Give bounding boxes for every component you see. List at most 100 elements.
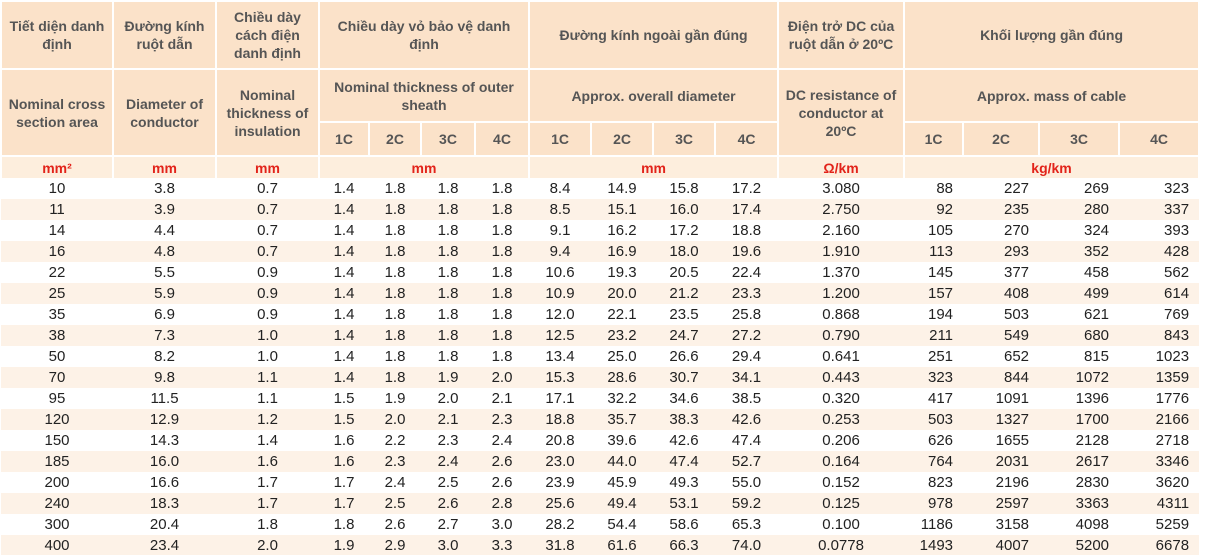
cell: 26.6 <box>669 348 699 365</box>
cell: 1.8 <box>384 264 406 281</box>
cell: 323 <box>1164 180 1190 197</box>
cell: 20.5 <box>669 264 699 281</box>
cell: 38.3 <box>653 409 716 430</box>
cell: 1.8 <box>421 241 475 262</box>
cell: 11 <box>1 199 113 220</box>
cell: 1.1 <box>257 390 278 407</box>
cell: 14.9 <box>607 180 637 197</box>
cell: 3.3 <box>475 535 530 555</box>
cell: 58.6 <box>669 516 699 533</box>
cell: 2.0 <box>475 367 530 388</box>
cell: 20.8 <box>545 432 575 449</box>
cell: 14 <box>48 222 66 239</box>
cell: 53.1 <box>653 493 716 514</box>
header-vi: Điện trở DC của ruột dẫn ở 20ºC <box>777 0 906 70</box>
cell: 16.2 <box>607 222 637 239</box>
cell: 0.206 <box>822 432 860 449</box>
cell: 23.9 <box>545 474 575 491</box>
cell: 2196 <box>995 474 1030 491</box>
cell: 978 <box>904 493 964 514</box>
cell: 42.6 <box>715 409 779 430</box>
cell: 1.8 <box>257 516 278 533</box>
unit: mm <box>112 156 217 178</box>
header-en: DC resistance of conductor at 20ºC <box>777 68 906 157</box>
cell: 1.8 <box>384 306 406 323</box>
cell: 194 <box>928 306 954 323</box>
data-row: 95 11.5 1.1 1.5 1.9 2.0 2.1 17.1 32.2 34.6 38.5 0.3… <box>1 388 1199 409</box>
cell: 35.7 <box>591 409 654 430</box>
cell: 25 <box>1 283 113 304</box>
cell: 1.8 <box>369 325 421 346</box>
cell: 1.8 <box>475 283 530 304</box>
cell: 16 <box>1 241 113 262</box>
cell: 1.4 <box>333 180 355 197</box>
cell: 22.4 <box>731 264 762 281</box>
data-row: 400 23.4 2.0 1.9 2.9 3.0 3.3 31.8 61.6 66.3 74.0 0.… <box>1 535 1200 555</box>
cell: 19.3 <box>607 264 637 281</box>
cell: 10.6 <box>545 264 575 281</box>
cell: 227 <box>1004 180 1030 197</box>
cell: 2.4 <box>421 451 475 472</box>
header-vi: Chiều dày cách điện danh định <box>215 0 320 70</box>
cell: 61.6 <box>591 535 654 555</box>
cell: 3346 <box>1119 451 1200 472</box>
cell: 1.8 <box>437 180 459 197</box>
unit: mm <box>215 156 320 178</box>
cell: 2.3 <box>437 432 459 449</box>
cell: 1.8 <box>475 199 530 220</box>
cell: 2.4 <box>491 432 513 449</box>
cell: 2.160 <box>822 222 860 239</box>
cell: 503 <box>904 409 964 430</box>
cell: 1.8 <box>491 348 513 365</box>
cell: 2597 <box>963 493 1040 514</box>
cell: 1.8 <box>475 325 530 346</box>
cell: 1.5 <box>333 390 355 407</box>
cell: 145 <box>928 264 954 281</box>
cell: 4311 <box>1119 493 1200 514</box>
cell: 54.4 <box>607 516 637 533</box>
cell: 5.9 <box>113 283 216 304</box>
cell: 10 <box>48 180 66 197</box>
cell: 2.6 <box>491 474 513 491</box>
cell: 2.0 <box>437 390 459 407</box>
data-row: 38 7.3 1.0 1.4 1.8 1.8 1.8 12.5 23.2 24.7 27.2 0.79… <box>1 325 1200 346</box>
cell: 823 <box>928 474 954 491</box>
cell: 1.4 <box>333 264 355 281</box>
cell: 7.3 <box>113 325 216 346</box>
cell: 113 <box>904 241 964 262</box>
cell: 19.6 <box>715 241 779 262</box>
cell: 2.6 <box>384 516 406 533</box>
cell: 2.6 <box>421 493 475 514</box>
cell: 20.0 <box>591 283 654 304</box>
cell: 2.5 <box>437 474 459 491</box>
cell: 9.4 <box>529 241 592 262</box>
cell: 211 <box>904 325 964 346</box>
cell: 1.4 <box>333 222 355 239</box>
cell: 428 <box>1119 241 1200 262</box>
cell: 1700 <box>1039 409 1120 430</box>
header-en: Nominal thickness of insulation <box>215 68 320 157</box>
cell: 42.6 <box>669 432 699 449</box>
cell: 18.8 <box>731 222 762 239</box>
unit: mm² <box>0 156 114 178</box>
cell: 1.8 <box>437 348 459 365</box>
cell: 38.5 <box>731 390 762 407</box>
cell: 562 <box>1164 264 1190 281</box>
cell: 17.2 <box>669 222 699 239</box>
cell: 34.6 <box>669 390 699 407</box>
cell: 0.443 <box>778 367 905 388</box>
header-sub: 2C <box>368 121 422 157</box>
cell: 35 <box>48 306 66 323</box>
cell: 4.4 <box>154 222 175 239</box>
cell: 2.5 <box>369 493 421 514</box>
cell: 0.164 <box>778 451 905 472</box>
data-row: 300 20.4 1.8 1.8 2.6 2.7 3.0 28.2 54.4 58.6 65.3 0.… <box>1 514 1199 535</box>
header-en: Nominal thickness of outer sheath <box>317 68 531 123</box>
cell: 39.6 <box>607 432 637 449</box>
cell: 1.4 <box>319 199 369 220</box>
cell: 59.2 <box>715 493 779 514</box>
cell: 3.080 <box>822 180 860 197</box>
cell: 5259 <box>1155 516 1190 533</box>
cell: 1.910 <box>778 241 905 262</box>
